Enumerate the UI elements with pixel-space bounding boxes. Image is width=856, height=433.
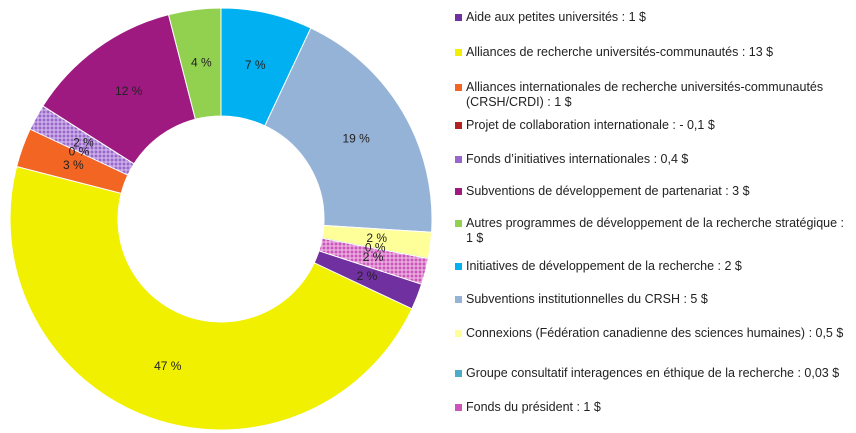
legend-label: Connexions (Fédération canadienne des sc… [466,326,844,340]
legend-swatch [455,14,462,21]
legend-swatch [455,156,462,163]
legend-item: Alliances internationales de recherche u… [455,80,850,110]
data-label: 2 % [366,231,387,245]
data-label: 2 % [363,250,384,264]
slice [9,165,413,431]
data-label: 2 % [73,136,94,150]
legend-label: Alliances de recherche universités-commu… [466,45,774,59]
legend-label: Fonds du président : 1 $ [466,400,601,414]
legend-label: Initiatives de développement de la reche… [466,259,742,273]
legend-label: Groupe consultatif interagences en éthiq… [466,366,840,380]
data-label: 47 % [154,359,182,373]
data-label: 7 % [245,58,266,72]
legend-item: Connexions (Fédération canadienne des sc… [455,326,850,341]
legend-item: Subventions institutionnelles du CRSH : … [455,292,850,307]
legend-swatch [455,370,462,377]
data-label: 4 % [191,55,212,69]
slice [264,27,433,233]
legend-item: Subventions de développement de partenar… [455,184,850,199]
legend-label: Fonds d’initiatives internationales : 0,… [466,152,689,166]
legend-swatch [455,404,462,411]
legend-swatch [455,49,462,56]
legend-item: Groupe consultatif interagences en éthiq… [455,366,850,381]
data-label: 0 % [365,241,386,255]
legend-swatch [455,188,462,195]
legend-item: Fonds du président : 1 $ [455,400,850,415]
legend-label: Projet de collaboration internationale :… [466,118,715,132]
data-label: 19 % [342,131,370,145]
data-label: 0 % [69,144,90,158]
legend-label: Alliances internationales de recherche u… [466,80,824,109]
data-label: 3 % [63,158,84,172]
data-label: 2 % [357,269,378,283]
legend-item: Aide aux petites universités : 1 $ [455,10,850,25]
legend-item: Projet de collaboration internationale :… [455,118,850,133]
legend-label: Subventions institutionnelles du CRSH : … [466,292,708,306]
legend-swatch [455,84,462,91]
legend-swatch [455,122,462,129]
legend-swatch [455,263,462,270]
donut: 2 %47 %3 %0 %2 %12 %4 % 7 %19 %2 %0 %2 % [9,7,433,431]
legend-item: Initiatives de développement de la reche… [455,259,850,274]
data-label: 12 % [115,84,143,98]
legend-swatch [455,220,462,227]
slice [318,237,429,285]
legend-label: Aide aux petites universités : 1 $ [466,10,646,24]
legend-swatch [455,296,462,303]
legend-item: Fonds d’initiatives internationales : 0,… [455,152,850,167]
legend-label: Autres programmes de développement de la… [466,216,844,245]
legend-swatch [455,330,462,337]
legend-item: Autres programmes de développement de la… [455,216,850,246]
legend-item: Alliances de recherche universités-commu… [455,45,850,60]
legend-label: Subventions de développement de partenar… [466,184,750,198]
